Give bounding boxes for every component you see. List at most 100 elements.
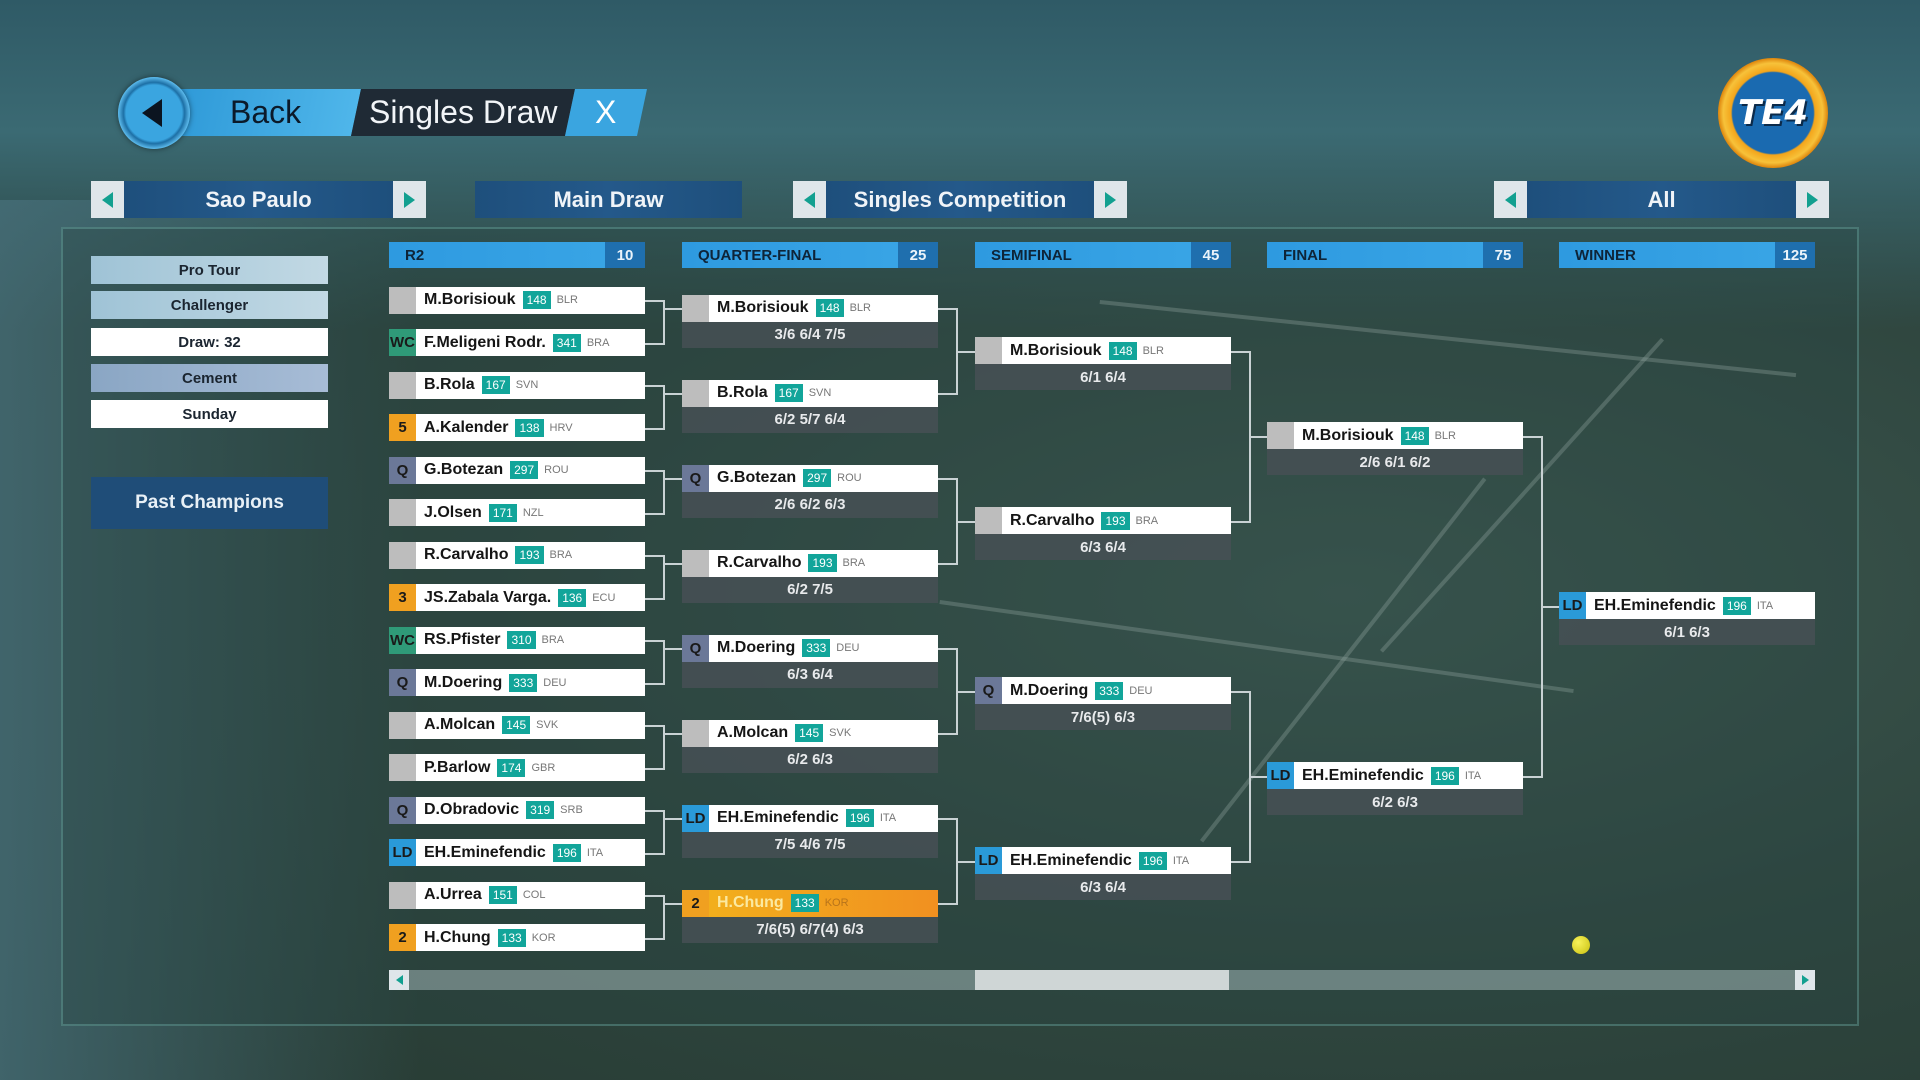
player-name: A.Urrea (424, 886, 482, 903)
player-rank-badge: 196 (552, 843, 581, 862)
player-entry[interactable]: B.Rola 167 SVN (389, 371, 645, 399)
player-name: M.Borisiouk (1302, 426, 1394, 444)
player-country: HRV (549, 421, 573, 434)
player-entry[interactable]: R.Carvalho 193 BRA (389, 541, 645, 569)
player-entry[interactable]: J.Olsen 171 NZL (389, 499, 645, 526)
player-entry[interactable]: LD EH.Eminefendic 196 ITA (682, 804, 938, 832)
player-name: R.Carvalho (424, 546, 509, 563)
player-entry[interactable]: Q M.Doering 333 DEU (682, 634, 938, 662)
player-rank-badge: 167 (481, 376, 510, 394)
arrow-left-icon (102, 191, 113, 208)
player-name: EH.Eminefendic (717, 809, 839, 827)
back-button[interactable]: Back (171, 89, 361, 136)
past-champions-button[interactable]: Past Champions (91, 477, 328, 529)
player-entry[interactable]: 2 H.Chung 133 KOR (389, 924, 645, 951)
player-rank-badge: 333 (509, 673, 538, 692)
player-entry[interactable]: LD EH.Eminefendic 196 ITA (975, 847, 1231, 875)
player-entry[interactable]: LD EH.Eminefendic 196 ITA (1559, 592, 1815, 620)
player-entry[interactable]: WC RS.Pfister 310 BRA (389, 626, 645, 654)
player-tag: LD (1559, 592, 1586, 620)
tournament-prev-button[interactable] (91, 181, 124, 218)
scrollbar-thumb[interactable] (975, 970, 1229, 990)
player-name: JS.Zabala Varga. (424, 588, 552, 606)
round-header: R2 10 (389, 242, 645, 268)
player-entry[interactable]: LD EH.Eminefendic 196 ITA (389, 839, 645, 866)
player-country: BLR (1142, 344, 1164, 357)
player-country: DEU (836, 642, 860, 655)
player-tag (682, 294, 709, 322)
competition-next-button[interactable] (1094, 181, 1127, 218)
player-tag (389, 499, 416, 526)
bracket-connector (645, 597, 663, 600)
player-rank-badge: 310 (507, 631, 536, 649)
player-entry[interactable]: 3 JS.Zabala Varga. 136 ECU (389, 584, 645, 611)
player-entry[interactable]: Q D.Obradovic 319 SRB (389, 796, 645, 824)
match-score: 6/3 6/4 (682, 661, 938, 688)
player-rank-badge: 196 (1430, 766, 1459, 785)
player-country: ITA (1172, 854, 1190, 867)
bracket-connector (938, 393, 956, 396)
player-rank-badge: 167 (774, 384, 803, 403)
sidebar-item-pro-tour[interactable]: Pro Tour (91, 256, 328, 284)
scroll-left-button[interactable] (389, 970, 409, 990)
bracket-connector (645, 427, 663, 430)
player-rank-badge: 193 (1101, 511, 1130, 530)
player-entry[interactable]: 5 A.Kalender 138 HRV (389, 414, 645, 441)
player-entry[interactable]: M.Borisiouk 148 BLR (389, 286, 645, 314)
close-button[interactable]: X (565, 89, 647, 136)
bracket-connector (663, 895, 665, 940)
player-tag: Q (389, 669, 416, 696)
sidebar-item-draw-size[interactable]: Draw: 32 (91, 328, 328, 356)
sidebar-item-challenger[interactable]: Challenger (91, 291, 328, 319)
player-name: G.Botezan (424, 461, 504, 478)
tournament-next-button[interactable] (393, 181, 426, 218)
back-arrow-button[interactable] (118, 77, 190, 149)
arrow-right-icon (1801, 975, 1809, 985)
competition-prev-button[interactable] (793, 181, 826, 218)
player-entry[interactable]: M.Borisiouk 148 BLR (975, 337, 1231, 365)
arrow-left-icon (142, 99, 162, 127)
player-entry[interactable]: WC F.Meligeni Rodr. 341 BRA (389, 329, 645, 356)
player-entry[interactable]: M.Borisiouk 148 BLR (1267, 422, 1523, 450)
player-tag (389, 881, 416, 909)
scroll-right-button[interactable] (1795, 970, 1815, 990)
player-country: KOR (824, 897, 849, 910)
bracket-connector (645, 342, 663, 345)
player-entry[interactable]: P.Barlow 174 GBR (389, 754, 645, 781)
player-entry[interactable]: LD EH.Eminefendic 196 ITA (1267, 762, 1523, 790)
player-entry[interactable]: Q G.Botezan 297 ROU (682, 464, 938, 492)
player-entry[interactable]: B.Rola 167 SVN (682, 379, 938, 407)
player-country: BLR (1434, 429, 1456, 442)
player-entry[interactable]: A.Molcan 145 SVK (682, 719, 938, 747)
filter-prev-button[interactable] (1494, 181, 1527, 218)
player-rank-badge: 193 (808, 554, 837, 573)
bracket-connector (956, 350, 975, 353)
player-entry[interactable]: Q G.Botezan 297 ROU (389, 456, 645, 484)
bracket-connector (1541, 605, 1559, 608)
draw-type-selector[interactable]: Main Draw (475, 181, 742, 218)
player-entry[interactable]: A.Urrea 151 COL (389, 881, 645, 909)
player-entry[interactable]: Q M.Doering 333 DEU (389, 669, 645, 696)
player-entry[interactable]: R.Carvalho 193 BRA (975, 507, 1231, 535)
player-rank-badge: 333 (1095, 681, 1124, 700)
bracket-connector (663, 648, 682, 651)
player-entry[interactable]: R.Carvalho 193 BRA (682, 549, 938, 577)
sidebar-item-day[interactable]: Sunday (91, 400, 328, 428)
player-entry[interactable]: A.Molcan 145 SVK (389, 711, 645, 739)
filter-next-button[interactable] (1796, 181, 1829, 218)
match-score: 6/2 6/3 (682, 746, 938, 773)
player-tag (682, 379, 709, 407)
bracket-connector (938, 733, 956, 736)
round-name: QUARTER-FINAL (698, 246, 822, 264)
sidebar-item-surface[interactable]: Cement (91, 364, 328, 392)
player-name: RS.Pfister (424, 631, 501, 648)
match-score: 7/5 4/6 7/5 (682, 831, 938, 858)
player-tag: LD (682, 804, 709, 832)
player-country: SRB (560, 804, 583, 816)
player-entry[interactable]: Q M.Doering 333 DEU (975, 677, 1231, 705)
horizontal-scrollbar[interactable] (389, 970, 1815, 990)
player-entry[interactable]: 2 H.Chung 133 KOR (682, 889, 938, 917)
player-name: H.Chung (717, 894, 784, 912)
player-entry[interactable]: M.Borisiouk 148 BLR (682, 294, 938, 322)
bracket-connector (1523, 435, 1541, 438)
